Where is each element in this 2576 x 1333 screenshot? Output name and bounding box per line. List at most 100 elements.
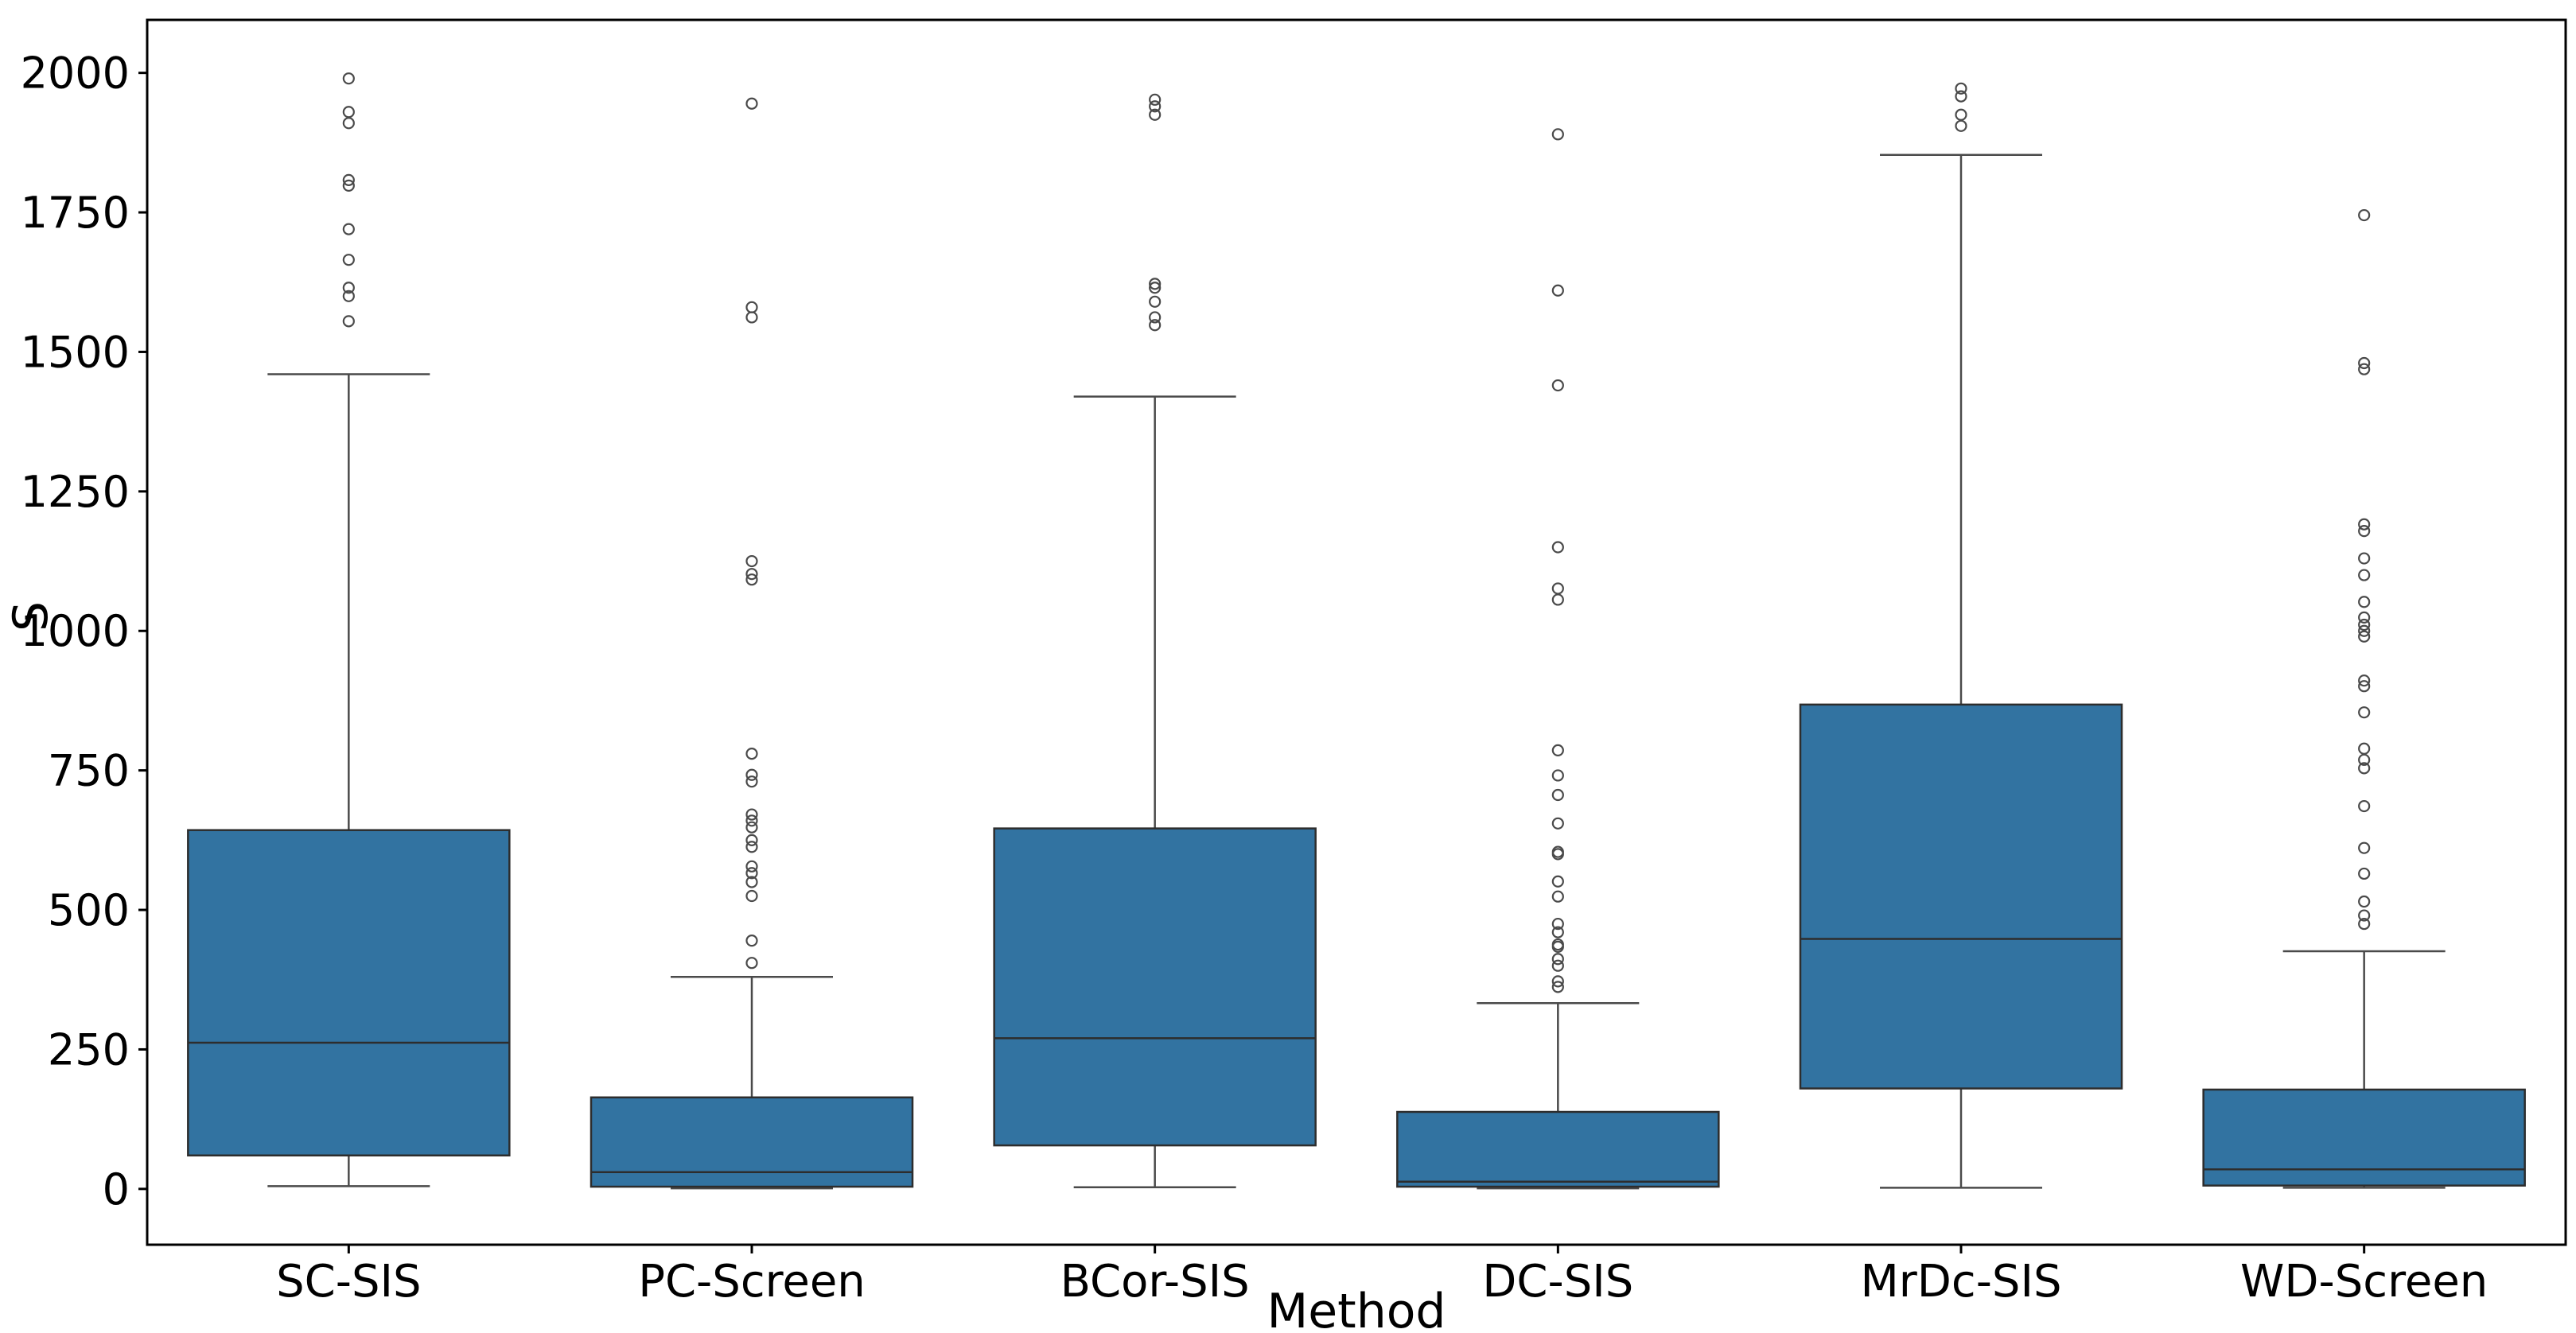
flier-point (1149, 108, 1162, 121)
flier-point (1551, 875, 1564, 888)
flier-point (1149, 295, 1162, 308)
flier-point (2358, 895, 2371, 908)
flier-point (1551, 845, 1564, 858)
y-tick-label: 0 (103, 1164, 130, 1214)
flier-point (745, 301, 758, 313)
flier-point (1149, 311, 1162, 324)
flier-point (2358, 611, 2371, 624)
flier-point (1551, 769, 1564, 782)
flier-point (2358, 867, 2371, 880)
flier-point (2358, 674, 2371, 687)
flier-point (2358, 525, 2371, 538)
flier-point (2358, 909, 2371, 922)
flier-point (745, 311, 758, 324)
flier-point (1551, 917, 1564, 931)
flier-point (342, 223, 355, 235)
flier-point (1149, 100, 1162, 113)
box (187, 829, 511, 1156)
flier-point (745, 573, 758, 586)
flier-point (1955, 82, 1967, 95)
flier-point (745, 821, 758, 834)
box (1799, 703, 2123, 1090)
flier-point (2358, 618, 2371, 632)
flier-point (1551, 938, 1564, 951)
y-axis-title: S (3, 600, 59, 632)
flier-point (745, 834, 758, 846)
flier-point (342, 179, 355, 192)
y-tick-label: 1500 (21, 327, 130, 377)
flier-point (1149, 278, 1162, 290)
flier-point (1551, 959, 1564, 972)
box (1396, 1110, 1720, 1188)
flier-point (745, 775, 758, 788)
flier-point (2358, 552, 2371, 565)
flier-point (745, 841, 758, 853)
flier-point (745, 97, 758, 110)
flier-point (2358, 841, 2371, 854)
y-tick-label: 1000 (21, 606, 130, 656)
flier-point (1551, 890, 1564, 903)
flier-point (2358, 363, 2371, 375)
box (590, 1096, 914, 1188)
flier-point (745, 568, 758, 581)
x-tick-label: DC-SIS (1482, 1256, 1633, 1308)
flier-point (2358, 518, 2371, 530)
flier-point (2358, 630, 2371, 643)
axes-frame (146, 18, 2567, 1246)
flier-point (342, 106, 355, 119)
y-tick-label: 500 (48, 885, 130, 935)
flier-point (1955, 119, 1967, 132)
y-tick-label: 250 (48, 1024, 130, 1075)
flier-point (2358, 762, 2371, 775)
flier-point (745, 876, 758, 888)
flier-point (2358, 917, 2371, 931)
flier-point (1551, 744, 1564, 756)
y-tick-label: 750 (48, 746, 130, 796)
flier-point (1551, 582, 1564, 595)
flier-point (2358, 799, 2371, 813)
y-tick-label: 1250 (21, 467, 130, 517)
flier-point (1551, 817, 1564, 830)
flier-point (2358, 706, 2371, 719)
flier-point (745, 957, 758, 970)
flier-point (342, 117, 355, 130)
flier-point (2358, 569, 2371, 581)
flier-point (745, 860, 758, 872)
x-tick-label: WD-Screen (2240, 1256, 2488, 1308)
flier-point (1551, 981, 1564, 993)
flier-point (1551, 284, 1564, 297)
flier-point (2358, 208, 2371, 222)
flier-point (1551, 926, 1564, 939)
flier-point (745, 554, 758, 568)
flier-point (1955, 90, 1967, 103)
flier-point (745, 867, 758, 880)
flier-point (1551, 975, 1564, 988)
flier-point (342, 315, 355, 328)
y-tick-label: 1750 (21, 188, 130, 238)
flier-point (745, 808, 758, 821)
flier-point (1149, 93, 1162, 106)
flier-point (1149, 319, 1162, 332)
x-tick-label: SC-SIS (276, 1256, 421, 1308)
box (2202, 1088, 2526, 1187)
flier-point (1551, 128, 1564, 141)
flier-point (2358, 624, 2371, 637)
box (993, 827, 1317, 1147)
flier-point (1149, 282, 1162, 294)
flier-point (745, 935, 758, 947)
flier-point (342, 282, 355, 294)
flier-point (342, 290, 355, 302)
y-tick-label: 2000 (21, 49, 130, 99)
flier-point (745, 747, 758, 760)
flier-point (2358, 596, 2371, 608)
flier-point (342, 173, 355, 186)
flier-point (745, 889, 758, 903)
flier-point (1551, 953, 1564, 966)
flier-point (342, 254, 355, 266)
flier-point (1551, 593, 1564, 606)
flier-point (1551, 379, 1564, 392)
flier-point (2358, 356, 2371, 370)
flier-point (1551, 788, 1564, 802)
